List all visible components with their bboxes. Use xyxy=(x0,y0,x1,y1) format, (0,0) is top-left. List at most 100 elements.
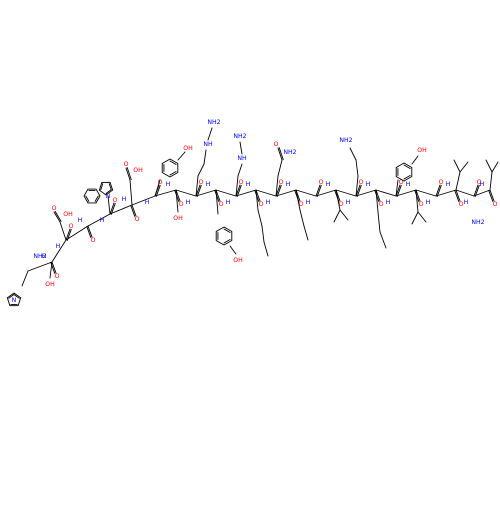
carbonyl-bond xyxy=(355,184,361,197)
lysine-amine: NH2 xyxy=(339,137,352,144)
amide-h: H xyxy=(446,181,451,188)
side-chain-bond xyxy=(263,241,269,257)
arginine-nh: NH xyxy=(237,155,247,162)
tyrosine-hydroxyl: OH xyxy=(183,145,193,152)
carbonyl-bond xyxy=(65,228,71,241)
carbonyl-bond xyxy=(195,184,201,197)
backbone-bond xyxy=(87,213,111,227)
side-chain-bond xyxy=(175,189,179,213)
backbone-bond xyxy=(355,189,377,197)
carbonyl-bond xyxy=(109,202,115,215)
side-chain-bond xyxy=(417,211,427,223)
backbone-bond xyxy=(175,189,197,197)
amide-h: H xyxy=(166,181,171,188)
side-chain-bond xyxy=(395,179,399,197)
backbone-bond xyxy=(295,189,317,197)
side-chain-bond xyxy=(215,189,219,215)
carbonyl-oxygen: O xyxy=(91,237,96,244)
carbonyl-bond xyxy=(196,184,202,197)
side-chain-bond xyxy=(235,175,239,197)
side-chain-bond xyxy=(333,209,341,223)
amide-h: H xyxy=(426,199,431,206)
backbone-bond xyxy=(415,189,437,197)
tyrosine-ring xyxy=(215,226,233,246)
backbone-bond xyxy=(395,189,417,197)
backbone-bond xyxy=(65,225,89,241)
carbonyl-bond xyxy=(275,184,281,197)
side-chain-bond xyxy=(299,209,305,227)
c-terminus-amide: NH2 xyxy=(471,219,484,226)
ring-double-bond xyxy=(223,239,231,244)
amide-h: H xyxy=(366,181,371,188)
aspartate-hydroxyl: OH xyxy=(133,167,143,174)
carbonyl-bond xyxy=(454,189,460,202)
aspartate-hydroxyl: OH xyxy=(63,211,73,218)
side-chain-bond xyxy=(459,161,469,173)
backbone-bond xyxy=(51,239,67,263)
amide-h: H xyxy=(226,199,231,206)
side-chain-bond xyxy=(21,270,29,287)
carboxyl-bond xyxy=(126,167,132,181)
ring-double-bond xyxy=(403,175,411,180)
carbonyl-bond xyxy=(316,184,322,197)
carbonyl-oxygen: O xyxy=(259,201,264,208)
side-chain-bond xyxy=(229,245,237,255)
serine-hydroxyl: OH xyxy=(45,281,55,288)
ring-double-bond xyxy=(403,164,411,169)
carbonyl-oxygen: O xyxy=(359,179,364,186)
carbonyl-bond xyxy=(130,204,136,217)
carbonyl-bond xyxy=(51,261,57,274)
ring-double-bond xyxy=(105,189,112,194)
side-chain-bond xyxy=(303,225,309,241)
serine-hydroxyl: OH xyxy=(173,215,183,222)
amide-h: H xyxy=(346,199,351,206)
backbone-bond xyxy=(435,189,457,197)
aspartate-oxygen: O xyxy=(124,161,129,168)
amide-h: H xyxy=(464,199,469,206)
side-chain-bond xyxy=(197,163,205,177)
side-chain-bond xyxy=(107,195,111,215)
glutamine-oxygen: O xyxy=(274,141,279,148)
carbonyl-bond xyxy=(375,189,381,202)
carbonyl-bond xyxy=(435,184,441,197)
side-chain-bond xyxy=(489,171,493,191)
carbonyl-oxygen: O xyxy=(135,216,140,223)
amide-h: H xyxy=(386,199,391,206)
carbonyl-bond xyxy=(488,189,494,202)
carbonyl-oxygen: O xyxy=(69,223,74,230)
carbonyl-bond xyxy=(110,202,116,215)
amide-h: H xyxy=(122,196,127,203)
backbone-bond xyxy=(215,189,237,197)
aspartate-oxygen: O xyxy=(52,205,57,212)
carbonyl-bond xyxy=(236,184,242,197)
carbonyl-oxygen: O xyxy=(158,179,163,186)
amide-bond xyxy=(277,147,283,161)
carbonyl-oxygen: O xyxy=(219,201,224,208)
imidazole-nitrogen: N xyxy=(12,297,17,304)
carbonyl-bond xyxy=(396,184,402,197)
carbonyl-oxygen: O xyxy=(179,201,184,208)
backbone-bond xyxy=(109,204,133,215)
backbone-bond xyxy=(375,189,397,197)
amide-h: H xyxy=(145,199,150,206)
carbonyl-oxygen: O xyxy=(339,201,344,208)
tyrosine-ring xyxy=(161,158,179,178)
carbonyl-oxygen: O xyxy=(319,179,324,186)
side-chain-bond xyxy=(355,159,359,177)
carbonyl-bond xyxy=(474,184,480,197)
side-chain-bond xyxy=(335,189,341,211)
side-chain-bond xyxy=(207,127,213,141)
side-chain-bond xyxy=(415,189,419,213)
carbonyl-bond xyxy=(87,225,93,238)
carbonyl-oxygen: O xyxy=(493,201,498,208)
carbonyl-bond xyxy=(175,189,181,202)
side-chain-bond xyxy=(261,225,265,243)
carbonyl-bond xyxy=(436,184,442,197)
arginine-nh: NH xyxy=(203,141,213,148)
indole-benzene-ring xyxy=(83,188,101,204)
tyrosine-ring xyxy=(395,162,413,182)
side-chain-bond xyxy=(411,211,419,225)
backbone-bond xyxy=(27,261,53,272)
